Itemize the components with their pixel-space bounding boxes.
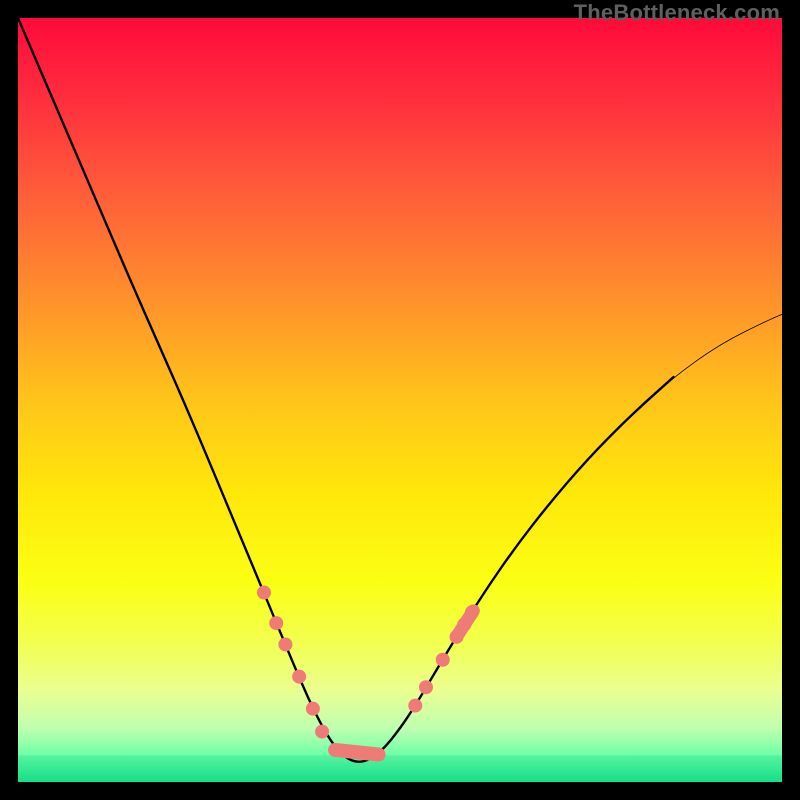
marker-dot — [269, 616, 283, 630]
plot-area — [18, 18, 782, 782]
marker-dot — [315, 725, 329, 739]
marker-segment — [335, 750, 379, 755]
plot-svg — [18, 18, 782, 782]
marker-dot — [457, 618, 471, 632]
marker-dot — [278, 637, 292, 651]
marker-dot — [436, 653, 450, 667]
marker-dot — [306, 702, 320, 716]
gradient-background — [18, 18, 782, 782]
chart-frame: TheBottleneck.com — [0, 0, 800, 800]
marker-dot — [292, 670, 306, 684]
green-band — [18, 755, 782, 782]
marker-dot — [419, 680, 433, 694]
marker-dot — [408, 699, 422, 713]
marker-dot — [465, 605, 479, 619]
marker-dot — [450, 630, 464, 644]
marker-dot — [257, 586, 271, 600]
